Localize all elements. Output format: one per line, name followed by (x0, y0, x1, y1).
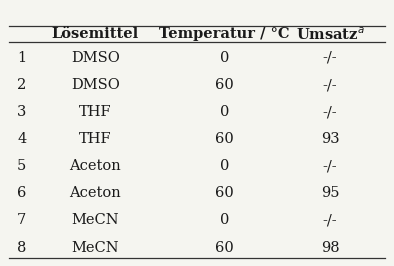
Text: 5: 5 (17, 159, 26, 173)
Text: 7: 7 (17, 213, 26, 227)
Text: 8: 8 (17, 240, 26, 255)
Text: 60: 60 (215, 78, 234, 92)
Text: Aceton: Aceton (69, 186, 121, 200)
Text: 0: 0 (220, 213, 229, 227)
Text: Aceton: Aceton (69, 159, 121, 173)
Text: THF: THF (79, 132, 112, 146)
Text: -/-: -/- (323, 78, 337, 92)
Text: -/-: -/- (323, 105, 337, 119)
Text: -/-: -/- (323, 159, 337, 173)
Text: 98: 98 (321, 240, 339, 255)
Text: -/-: -/- (323, 51, 337, 65)
Text: THF: THF (79, 105, 112, 119)
Text: 93: 93 (321, 132, 339, 146)
Text: 4: 4 (17, 132, 26, 146)
Text: 60: 60 (215, 240, 234, 255)
Text: 3: 3 (17, 105, 26, 119)
Text: Temperatur / °C: Temperatur / °C (159, 27, 290, 41)
Text: MeCN: MeCN (71, 240, 119, 255)
Text: 60: 60 (215, 132, 234, 146)
Text: MeCN: MeCN (71, 213, 119, 227)
Text: 0: 0 (220, 51, 229, 65)
Text: 60: 60 (215, 186, 234, 200)
Text: Umsatz$^{a}$: Umsatz$^{a}$ (296, 26, 364, 43)
Text: DMSO: DMSO (71, 51, 120, 65)
Text: DMSO: DMSO (71, 78, 120, 92)
Text: Lösemittel: Lösemittel (52, 27, 139, 41)
Text: 0: 0 (220, 159, 229, 173)
Text: 95: 95 (321, 186, 339, 200)
Text: -/-: -/- (323, 213, 337, 227)
Text: 0: 0 (220, 105, 229, 119)
Text: 1: 1 (17, 51, 26, 65)
Text: 6: 6 (17, 186, 26, 200)
Text: 2: 2 (17, 78, 26, 92)
